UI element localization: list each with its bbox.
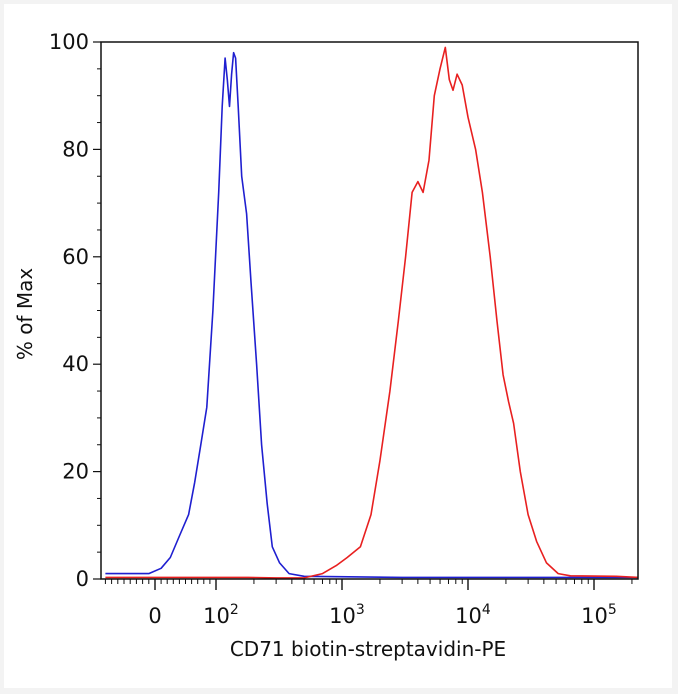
histogram-series-2	[105, 46, 639, 579]
y-tick-label: 0	[76, 567, 89, 591]
x-tick-label: 105	[581, 602, 617, 628]
histogram-series-1	[105, 51, 638, 579]
y-tick-label: 60	[62, 245, 89, 269]
y-tick-label: 80	[62, 137, 89, 161]
plot-border	[100, 41, 639, 580]
x-tick-label: 102	[203, 602, 239, 628]
x-axis-title: CD71 biotin-streptavidin-PE	[230, 637, 506, 661]
y-tick-label: 40	[62, 352, 89, 376]
y-tick-label: 20	[62, 460, 89, 484]
histogram-chart: 0 20 40 60 80 100 0 102 103 104 105 CD71 biotin-st…	[13, 30, 639, 661]
x-tick-label: 104	[455, 602, 491, 628]
y-tick-label: 100	[49, 30, 89, 54]
chart-frame: 0 20 40 60 80 100 0 102 103 104 105 CD71 biotin-st…	[4, 4, 672, 688]
x-tick-label: 103	[329, 602, 365, 628]
y-axis-title: % of Max	[13, 268, 37, 361]
x-tick-label: 0	[148, 604, 161, 628]
